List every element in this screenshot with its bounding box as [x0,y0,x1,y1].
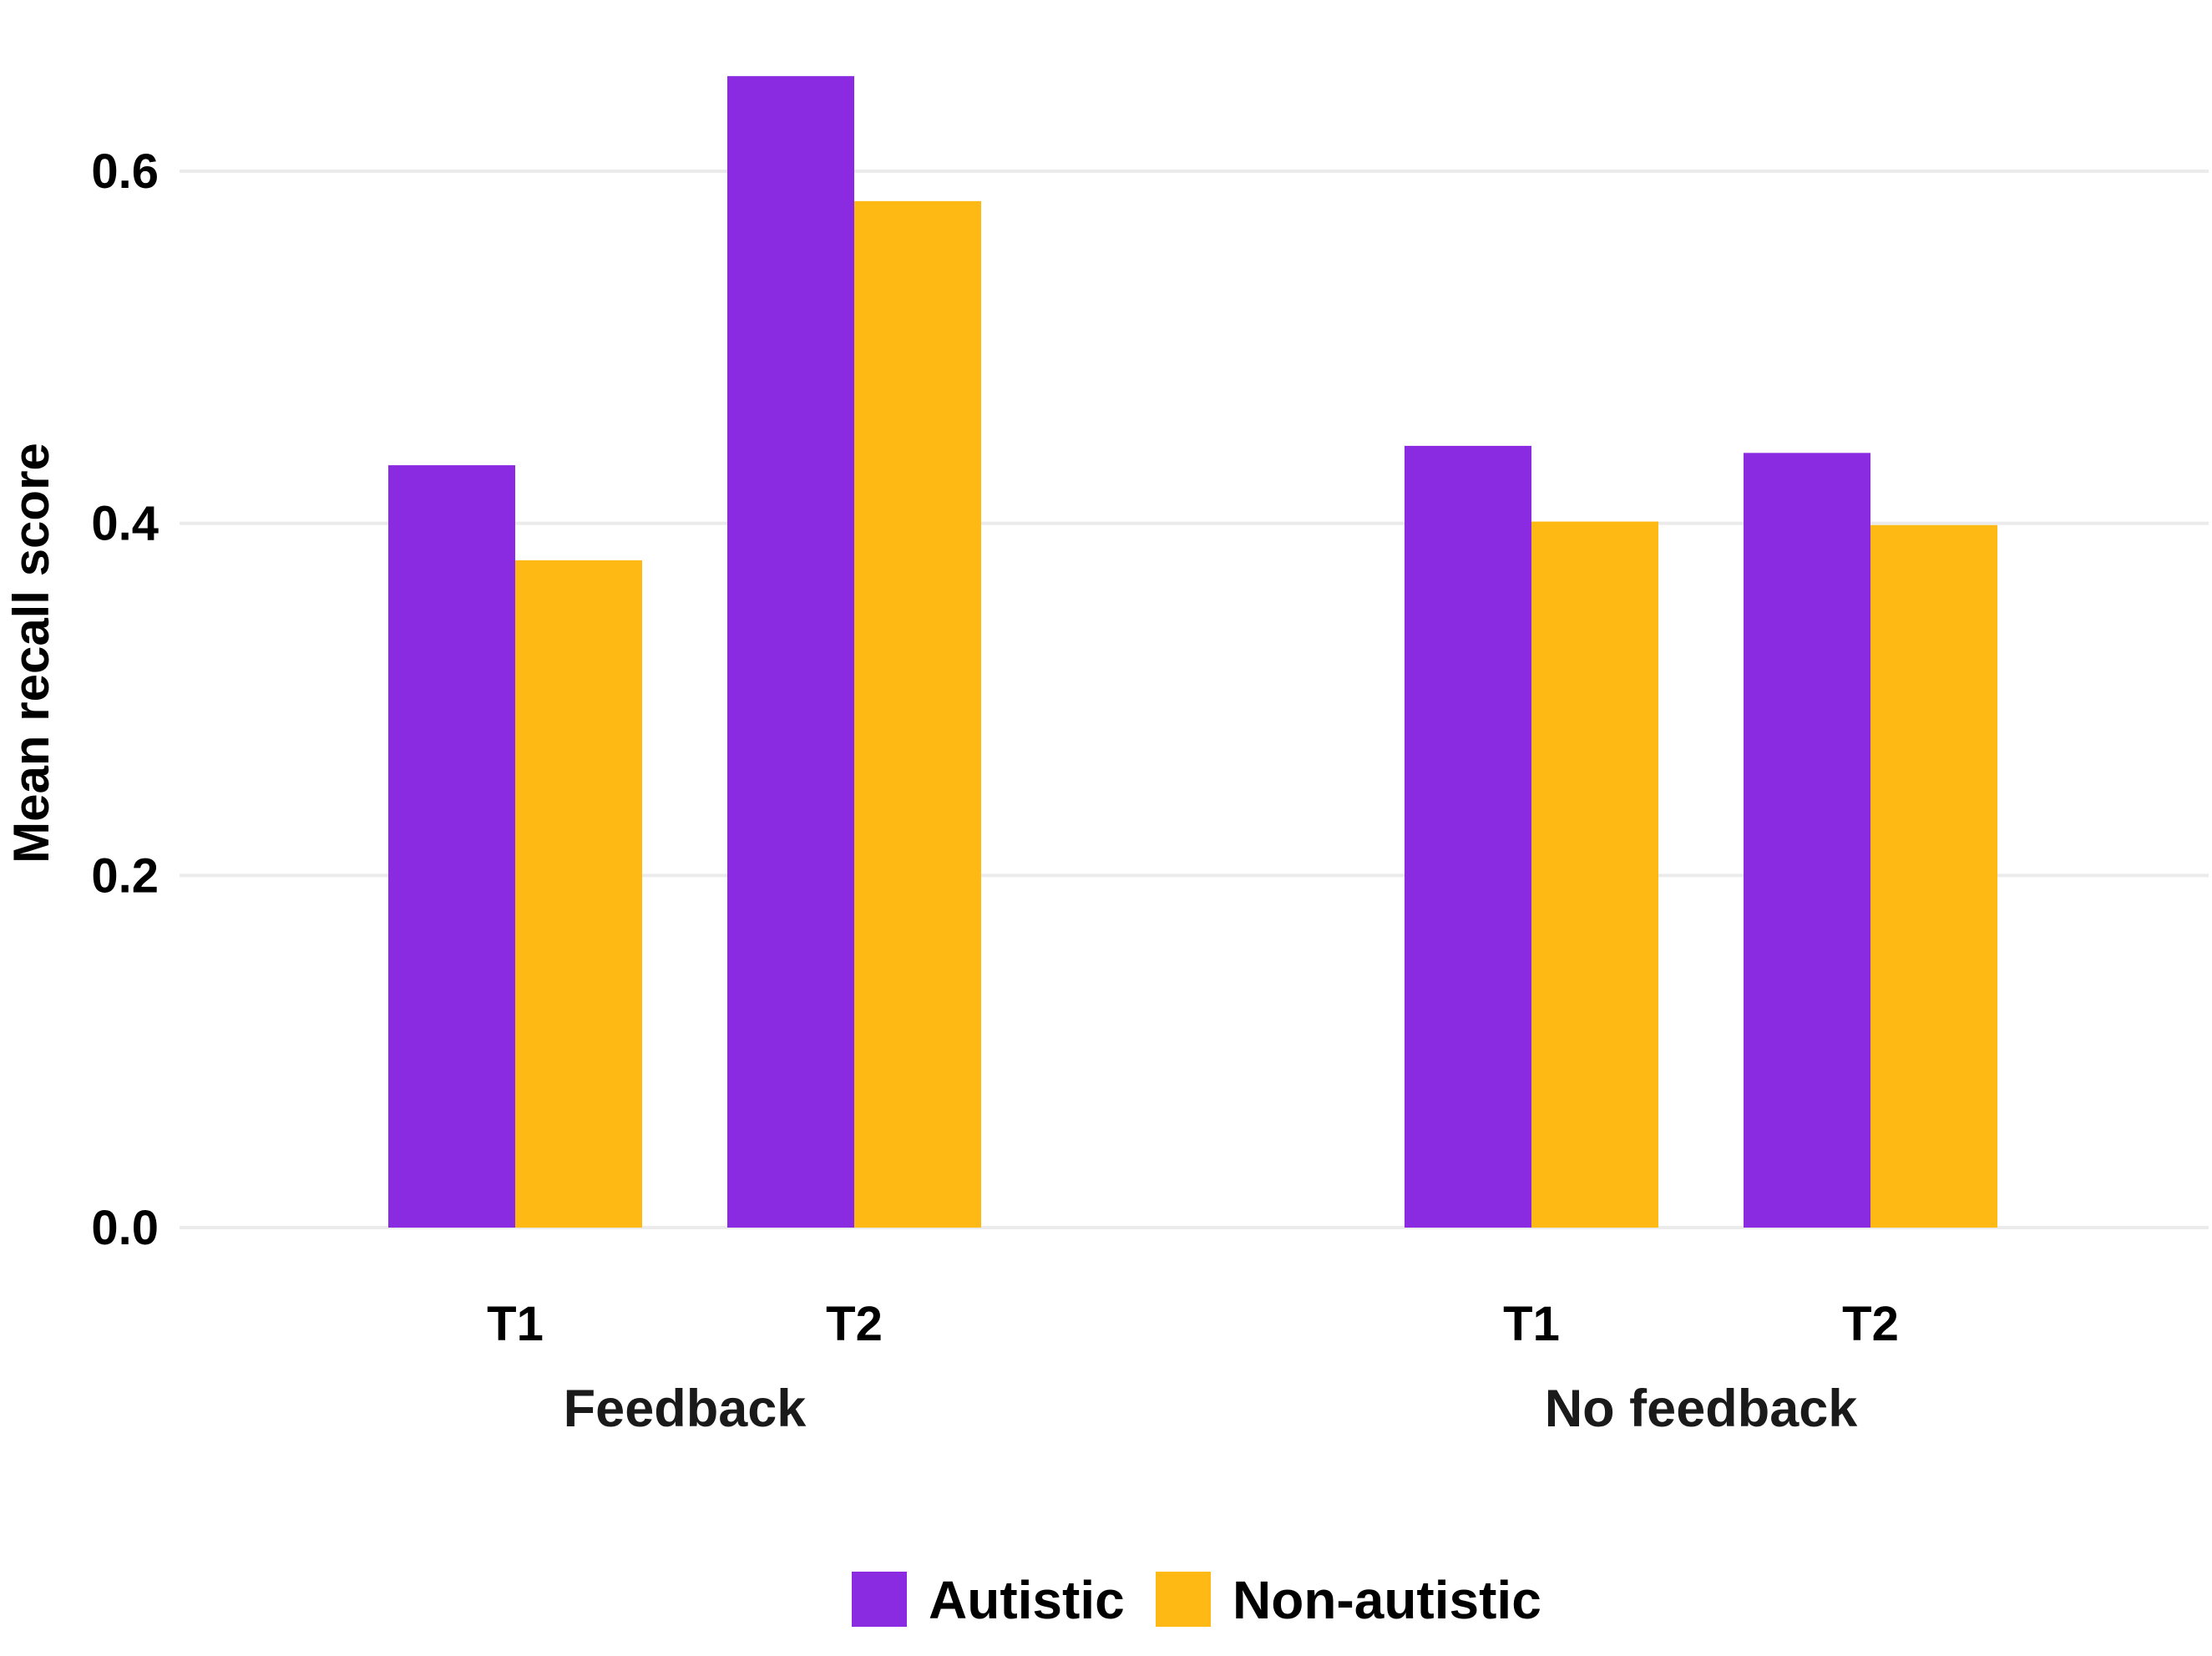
x-tick-label: T1 [1503,1297,1560,1351]
y-axis-ticks: 0.0 0.2 0.4 0.6 [91,144,159,1255]
x-tick-label: T1 [487,1297,544,1351]
x-axis-groups: Feedback No feedback [564,1380,1859,1438]
y-tick-label: 0.2 [91,848,159,903]
legend-swatch [852,1572,907,1627]
bar-non-autistic [515,560,642,1228]
y-axis-title: Mean recall score [3,443,59,863]
legend-label: Autistic [929,1570,1125,1630]
bar-non-autistic [1531,521,1658,1228]
bar-non-autistic [854,200,981,1228]
bar-autistic [1405,445,1531,1228]
y-tick-label: 0.4 [91,497,159,551]
bar-autistic [727,76,854,1228]
y-tick-label: 0.6 [91,144,159,199]
x-group-label: No feedback [1545,1380,1859,1438]
legend-label: Non-autistic [1233,1570,1541,1630]
bar-non-autistic [1870,524,1997,1228]
x-group-label: Feedback [564,1380,807,1438]
x-tick-label: T2 [1842,1297,1899,1351]
y-tick-label: 0.0 [91,1201,159,1255]
bars [388,76,1997,1228]
legend-swatch [1156,1572,1211,1627]
legend: Autistic Non-autistic [852,1570,1541,1630]
x-axis-ticks: T1 T2 T1 T2 [487,1297,1899,1351]
x-tick-label: T2 [826,1297,883,1351]
bar-autistic [1744,453,1870,1228]
bar-autistic [388,465,515,1228]
